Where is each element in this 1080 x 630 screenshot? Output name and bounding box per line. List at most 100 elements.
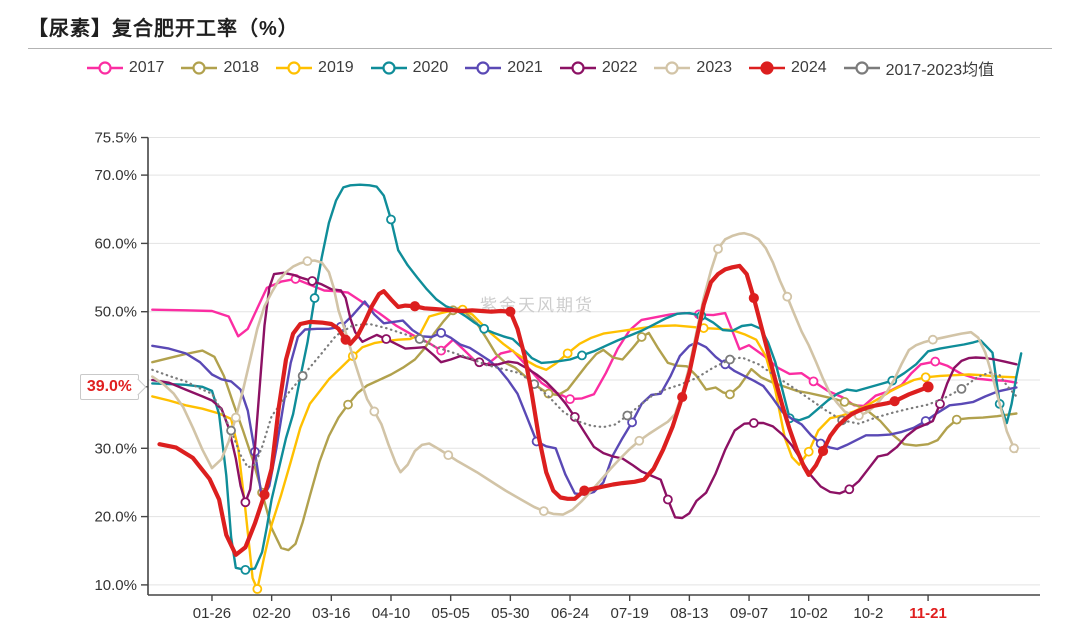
series-marker-2018 xyxy=(636,332,647,342)
x-tick-label-current: 11-21 xyxy=(909,605,947,622)
series-marker-2018 xyxy=(725,389,735,400)
series-marker-2023 xyxy=(782,291,793,302)
series-marker-2018 xyxy=(839,396,850,407)
legend-label: 2018 xyxy=(223,59,260,76)
legend-label: 2017-2023均值 xyxy=(885,62,995,79)
series-marker-2023 xyxy=(369,406,380,417)
series-marker-2021 xyxy=(436,327,447,338)
series-marker-2019 xyxy=(803,446,814,457)
series-marker-2024 xyxy=(409,301,420,312)
legend-marker-icon xyxy=(749,61,786,75)
legend-label: 2023 xyxy=(696,59,733,76)
y-tick-label: 60.0% xyxy=(94,235,137,252)
series-marker-2019 xyxy=(252,584,263,594)
title-divider xyxy=(28,48,1052,49)
series-marker-2020 xyxy=(577,350,587,361)
series-marker-2019 xyxy=(562,348,573,359)
legend-label: 2022 xyxy=(601,59,638,76)
series-marker-2024 xyxy=(748,292,759,304)
series-marker-2017-2023均值 xyxy=(956,383,967,394)
x-tick-label: 04-10 xyxy=(372,605,410,622)
series-marker-2021 xyxy=(627,417,637,428)
current-value-label: 39.0% xyxy=(86,378,133,396)
legend-marker-icon xyxy=(559,61,596,75)
series-marker-2022 xyxy=(307,276,318,286)
series-marker-2022 xyxy=(381,334,392,344)
series-marker-2017-2023均值 xyxy=(297,371,308,381)
y-tick-label: 75.5% xyxy=(94,130,137,147)
series-marker-2018 xyxy=(343,399,353,410)
legend-item-2020[interactable]: 2020 xyxy=(370,59,449,77)
legend-label: 2021 xyxy=(507,59,543,76)
legend-item-2022[interactable]: 2022 xyxy=(559,59,638,77)
chart-legend: 2017 2018 2019 2020 2021 2022 2023 2024 2017-202… xyxy=(0,56,1080,80)
series-marker-2020 xyxy=(386,214,396,225)
current-value-callout: 39.0% xyxy=(80,374,139,401)
series-line-2024 xyxy=(157,263,931,557)
series-marker-2023 xyxy=(713,243,723,254)
y-tick-label: 10.0% xyxy=(94,577,137,594)
series-marker-2017-2023均值 xyxy=(622,410,633,421)
series-line-2023 xyxy=(151,231,1018,516)
series-marker-2023 xyxy=(302,256,313,267)
x-tick-label: 01-26 xyxy=(193,605,231,622)
legend-item-2021[interactable]: 2021 xyxy=(464,59,543,77)
series-marker-2022 xyxy=(662,494,673,505)
series-marker-2024 xyxy=(677,391,688,403)
legend-label: 2024 xyxy=(791,59,827,76)
series-line-2017-2023均值 xyxy=(151,322,1018,469)
legend-label: 2019 xyxy=(318,59,354,76)
series-marker-2019 xyxy=(920,372,931,383)
legend-label: 2017 xyxy=(128,59,165,76)
series-marker-2024 xyxy=(505,306,516,317)
series-marker-2023 xyxy=(634,435,645,446)
x-tick-label: 08-13 xyxy=(670,605,708,622)
series-marker-2018 xyxy=(951,414,962,425)
legend-item-2023[interactable]: 2023 xyxy=(653,59,732,77)
series-marker-2017-2023均值 xyxy=(414,334,425,344)
y-tick-label: 70.0% xyxy=(94,167,137,184)
series-marker-2017 xyxy=(930,356,941,367)
legend-item-2017[interactable]: 2017 xyxy=(86,59,165,77)
x-tick-label: 06-24 xyxy=(551,605,589,622)
series-line-2020 xyxy=(151,183,1023,572)
series-line-2017 xyxy=(151,277,1018,408)
legend-item-2017-2023均值[interactable]: 2017-2023均值 xyxy=(843,56,995,80)
x-tick-label: 03-16 xyxy=(312,605,350,622)
legend-item-2019[interactable]: 2019 xyxy=(275,59,354,77)
legend-marker-icon xyxy=(843,61,880,75)
legend-marker-icon xyxy=(370,61,407,75)
series-marker-2024 xyxy=(579,485,590,496)
legend-marker-icon xyxy=(276,61,313,75)
legend-label: 2020 xyxy=(412,59,449,76)
x-tick-label: 09-07 xyxy=(730,605,768,622)
x-tick-label: 07-19 xyxy=(611,605,649,622)
page-title: 【尿素】复合肥开工率（%） xyxy=(28,18,299,40)
x-tick-label: 05-05 xyxy=(431,605,469,622)
series-line-2018 xyxy=(151,306,1018,552)
series-marker-2020 xyxy=(309,293,320,303)
series-marker-2022 xyxy=(240,497,251,508)
series-marker-2023 xyxy=(230,412,241,423)
series-marker-2020 xyxy=(240,564,251,575)
series-marker-2024 xyxy=(259,489,270,500)
x-tick-label: 10-02 xyxy=(790,605,828,622)
series-marker-2023 xyxy=(1009,443,1019,454)
series-marker-2017 xyxy=(808,376,819,387)
series-marker-2023 xyxy=(443,450,454,461)
legend-marker-icon xyxy=(654,61,691,75)
legend-item-2024[interactable]: 2024 xyxy=(748,59,827,77)
legend-marker-icon xyxy=(86,61,123,75)
legend-item-2018[interactable]: 2018 xyxy=(180,59,259,77)
x-tick-label: 10-2 xyxy=(853,605,883,622)
y-tick-label: 50.0% xyxy=(94,304,137,321)
series-marker-2023 xyxy=(927,334,938,345)
series-marker-2017-2023均值 xyxy=(226,425,236,436)
x-tick-label: 02-20 xyxy=(252,605,290,622)
y-tick-label: 20.0% xyxy=(94,509,137,526)
series-marker-2017 xyxy=(565,394,575,405)
legend-marker-icon xyxy=(465,61,502,75)
y-tick-label: 30.0% xyxy=(94,440,137,457)
